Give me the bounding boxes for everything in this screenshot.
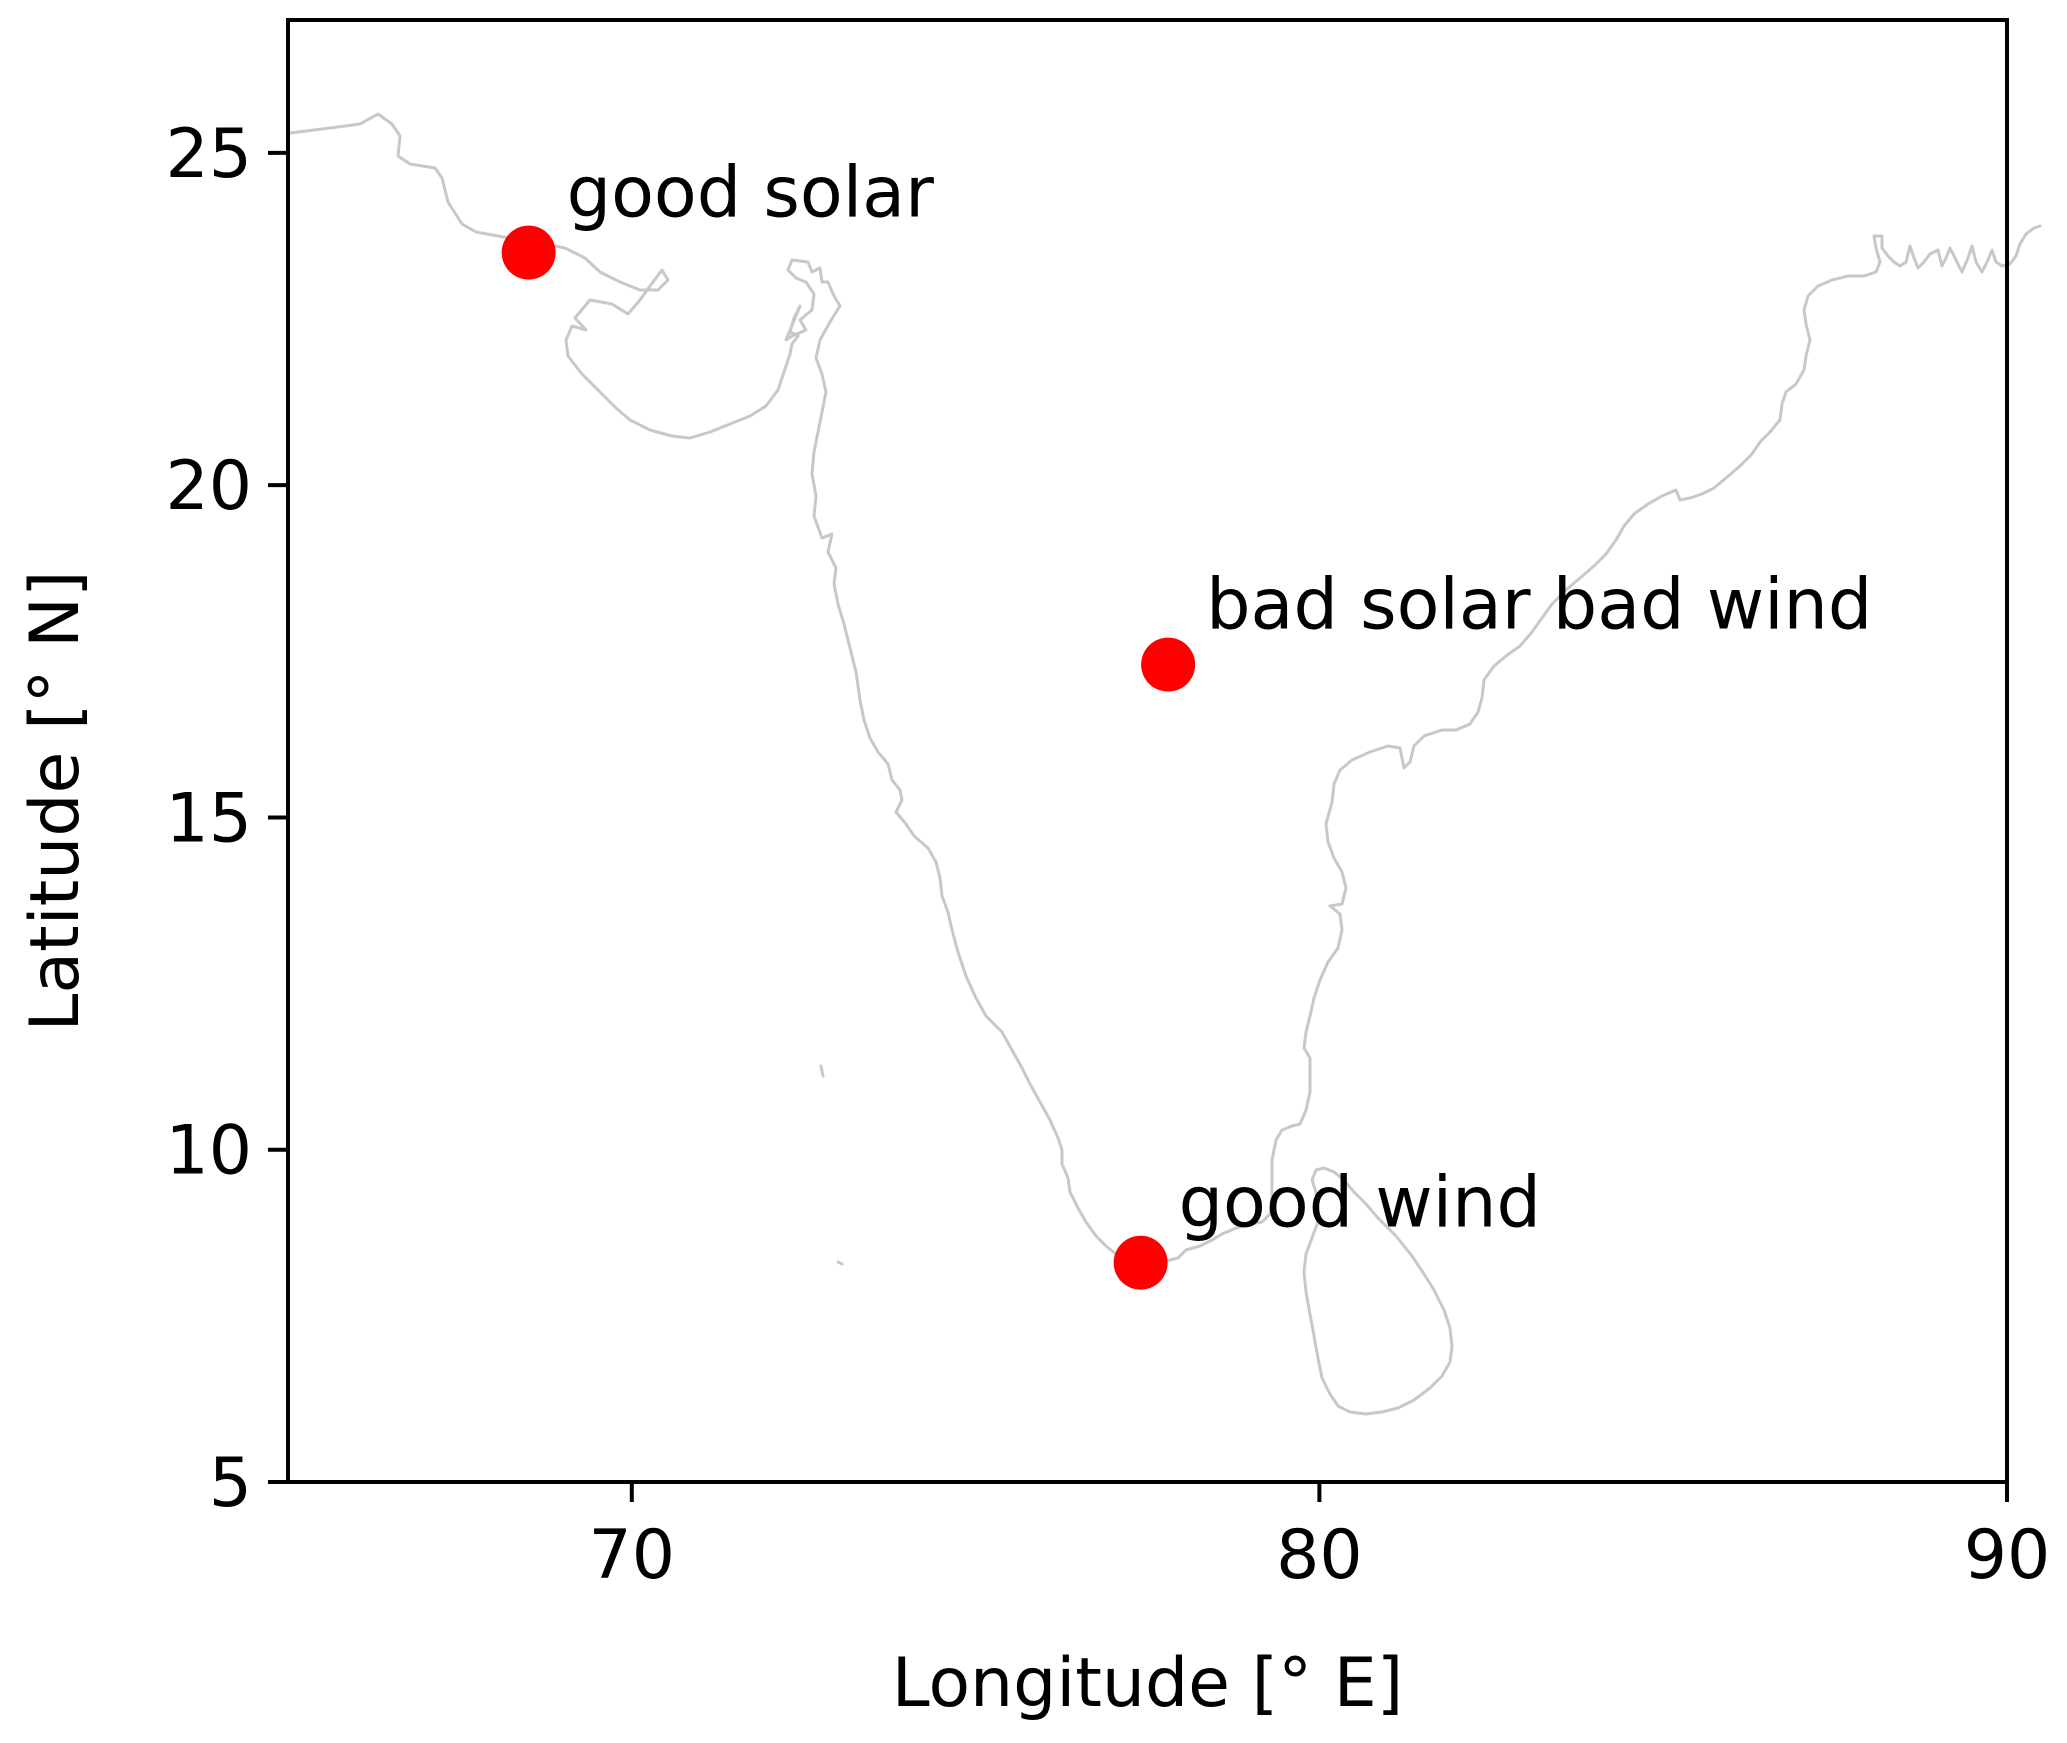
- point-good-wind: [1113, 1235, 1168, 1290]
- y-tick-label: 5: [209, 1444, 252, 1523]
- coastline-india-east: [1148, 224, 2042, 1270]
- x-axis-ticks: 70 80 90: [589, 1482, 2051, 1595]
- x-axis-label: Longitude [° E]: [892, 1644, 1403, 1723]
- x-tick-label: 90: [1964, 1516, 2051, 1595]
- x-tick-label: 80: [1276, 1516, 1363, 1595]
- point-good-solar: [501, 225, 556, 280]
- point-bad-solar-bad-wind: [1141, 637, 1196, 692]
- coastline-island-2: [836, 1260, 844, 1266]
- point-label-bad-solar-bad-wind: bad solar bad wind: [1206, 564, 1872, 646]
- coastlines: [288, 112, 2042, 1416]
- y-tick-label: 15: [165, 779, 252, 858]
- y-tick-label: 20: [165, 447, 252, 526]
- x-tick-label: 70: [589, 1516, 676, 1595]
- y-tick-label: 10: [165, 1112, 252, 1191]
- plot-frame: [286, 18, 2009, 1484]
- coastline-sri-lanka: [1302, 1166, 1454, 1416]
- y-axis-label: Latitude [° N]: [16, 570, 95, 1031]
- y-axis-ticks: 5 10 15 20 25: [165, 115, 288, 1523]
- point-label-good-solar: good solar: [567, 152, 934, 234]
- points-layer: [501, 225, 1196, 1290]
- coastline-island-1: [819, 1064, 825, 1078]
- coastline-india-west: [288, 112, 1152, 1270]
- y-tick-label: 25: [165, 115, 252, 194]
- point-labels-layer: good solar bad solar bad wind good wind: [567, 152, 1873, 1244]
- point-label-good-wind: good wind: [1179, 1162, 1541, 1244]
